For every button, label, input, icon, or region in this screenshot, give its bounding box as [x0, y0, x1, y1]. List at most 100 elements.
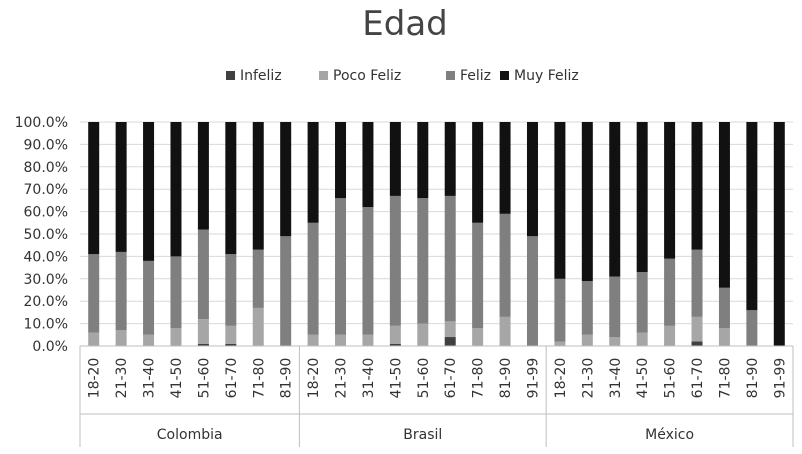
bar-segment-muy-feliz: [609, 122, 621, 277]
bar-segment-feliz: [526, 236, 538, 346]
y-tick-label: 30.0%: [24, 272, 68, 288]
bar-segment-feliz: [389, 195, 401, 326]
x-tick-label: 61-70: [443, 358, 459, 399]
bar-segment-feliz: [444, 195, 456, 322]
bar-segment-poco-feliz: [581, 334, 593, 346]
bar-segment-poco-feliz: [609, 337, 621, 346]
bar-segment-infeliz: [197, 343, 209, 346]
legend: Infeliz Poco Feliz Feliz Muy Feliz: [226, 68, 579, 84]
x-tick-label: 41-50: [635, 358, 651, 399]
bar-segment-muy-feliz: [526, 122, 538, 237]
x-tick-label: 71-80: [717, 358, 733, 399]
bar-segment-muy-feliz: [362, 122, 374, 208]
bar-segment-muy-feliz: [746, 122, 758, 311]
bar-segment-muy-feliz: [554, 122, 566, 279]
bar-segment-feliz: [417, 198, 429, 324]
x-tick-label: 51-60: [663, 358, 679, 399]
bar-segment-poco-feliz: [362, 334, 374, 346]
y-tick-label: 0.0%: [32, 339, 68, 355]
bar-segment-poco-feliz: [335, 334, 347, 346]
bar-segment-feliz: [581, 281, 593, 335]
legend-item-1: Poco Feliz: [319, 68, 401, 84]
bar-segment-poco-feliz: [718, 328, 730, 346]
y-tick-label: 50.0%: [24, 227, 68, 243]
bar-segment-feliz: [170, 256, 182, 329]
legend-item-0: Infeliz: [226, 68, 282, 84]
bar-segment-muy-feliz: [691, 122, 703, 250]
bar-segment-poco-feliz: [417, 323, 429, 346]
bar-segment-feliz: [554, 278, 566, 342]
bar-segment-feliz: [718, 287, 730, 329]
bar-segment-muy-feliz: [417, 122, 429, 199]
bar-segment-feliz: [197, 229, 209, 320]
bar-segment-poco-feliz: [88, 332, 100, 346]
y-tick-label: 60.0%: [24, 205, 68, 221]
bar-segment-poco-feliz: [307, 334, 319, 346]
bar-segment-muy-feliz: [773, 122, 785, 346]
x-tick-label: 51-60: [196, 358, 212, 399]
bar-segment-poco-feliz: [472, 328, 484, 346]
bar-segment-muy-feliz: [718, 122, 730, 288]
bar-segment-muy-feliz: [88, 122, 100, 255]
gridlines: [80, 121, 793, 347]
x-tick-label: 41-50: [388, 358, 404, 399]
x-tick-label: 21-30: [580, 358, 596, 399]
legend-label: Infeliz: [240, 68, 282, 84]
bar-segment-infeliz: [444, 337, 456, 346]
x-tick-label: 21-30: [114, 358, 130, 399]
bar-segment-poco-feliz: [115, 330, 127, 346]
bar-segment-muy-feliz: [252, 122, 264, 250]
legend-label: Poco Feliz: [333, 68, 401, 84]
y-tick-label: 90.0%: [24, 137, 68, 153]
bar-segment-feliz: [143, 260, 155, 335]
y-tick-label: 100.0%: [15, 115, 68, 131]
legend-swatch: [446, 71, 455, 80]
bar-segment-poco-feliz: [389, 325, 401, 344]
legend-item-2: Feliz: [446, 68, 491, 84]
y-tick-label: 10.0%: [24, 317, 68, 333]
bar-segment-infeliz: [225, 343, 237, 346]
y-tick-label: 40.0%: [24, 249, 68, 265]
bar-segment-infeliz: [691, 341, 703, 346]
legend-swatch: [319, 71, 328, 80]
bar-segment-poco-feliz: [143, 334, 155, 346]
bar-segment-feliz: [88, 254, 100, 333]
bar-segment-feliz: [664, 258, 676, 326]
x-tick-label: 81-90: [745, 358, 761, 399]
bar-segment-feliz: [499, 213, 511, 317]
bar-segment-muy-feliz: [307, 122, 319, 223]
x-tick-label: 91-99: [525, 358, 541, 399]
bar-segment-feliz: [335, 198, 347, 335]
bar-segment-poco-feliz: [197, 319, 209, 344]
x-tick-label: 18-20: [306, 358, 322, 399]
x-tick-label: 81-90: [498, 358, 514, 399]
x-tick-label: 31-40: [142, 358, 158, 399]
y-tick-label: 80.0%: [24, 160, 68, 176]
x-tick-label: 18-20: [87, 358, 103, 399]
bar-segment-muy-feliz: [389, 122, 401, 196]
x-tick-label: 31-40: [361, 358, 377, 399]
x-tick-label: 71-80: [251, 358, 267, 399]
group-label: Colombia: [157, 427, 223, 443]
group-label: México: [645, 427, 694, 443]
bar-segment-muy-feliz: [499, 122, 511, 214]
legend-swatch: [226, 71, 235, 80]
bar-segment-poco-feliz: [636, 332, 648, 346]
bar-segment-feliz: [280, 236, 292, 346]
bar-segment-poco-feliz: [499, 316, 511, 346]
bar-segment-muy-feliz: [115, 122, 127, 252]
bar-segment-infeliz: [389, 343, 401, 346]
bar-segment-feliz: [252, 249, 264, 308]
bars: [88, 122, 785, 346]
x-axis: 18-20 21-30 31-40 41-50 51-60 61-70 71-80 81-90…: [79, 345, 794, 447]
bar-segment-feliz: [307, 222, 319, 335]
bar-segment-muy-feliz: [472, 122, 484, 223]
bar-segment-feliz: [472, 222, 484, 329]
bar-segment-feliz: [225, 254, 237, 326]
bar-segment-poco-feliz: [170, 328, 182, 346]
x-tick-label: 18-20: [553, 358, 569, 399]
bar-segment-poco-feliz: [664, 325, 676, 346]
bar-segment-muy-feliz: [170, 122, 182, 257]
x-tick-label: 61-70: [224, 358, 240, 399]
